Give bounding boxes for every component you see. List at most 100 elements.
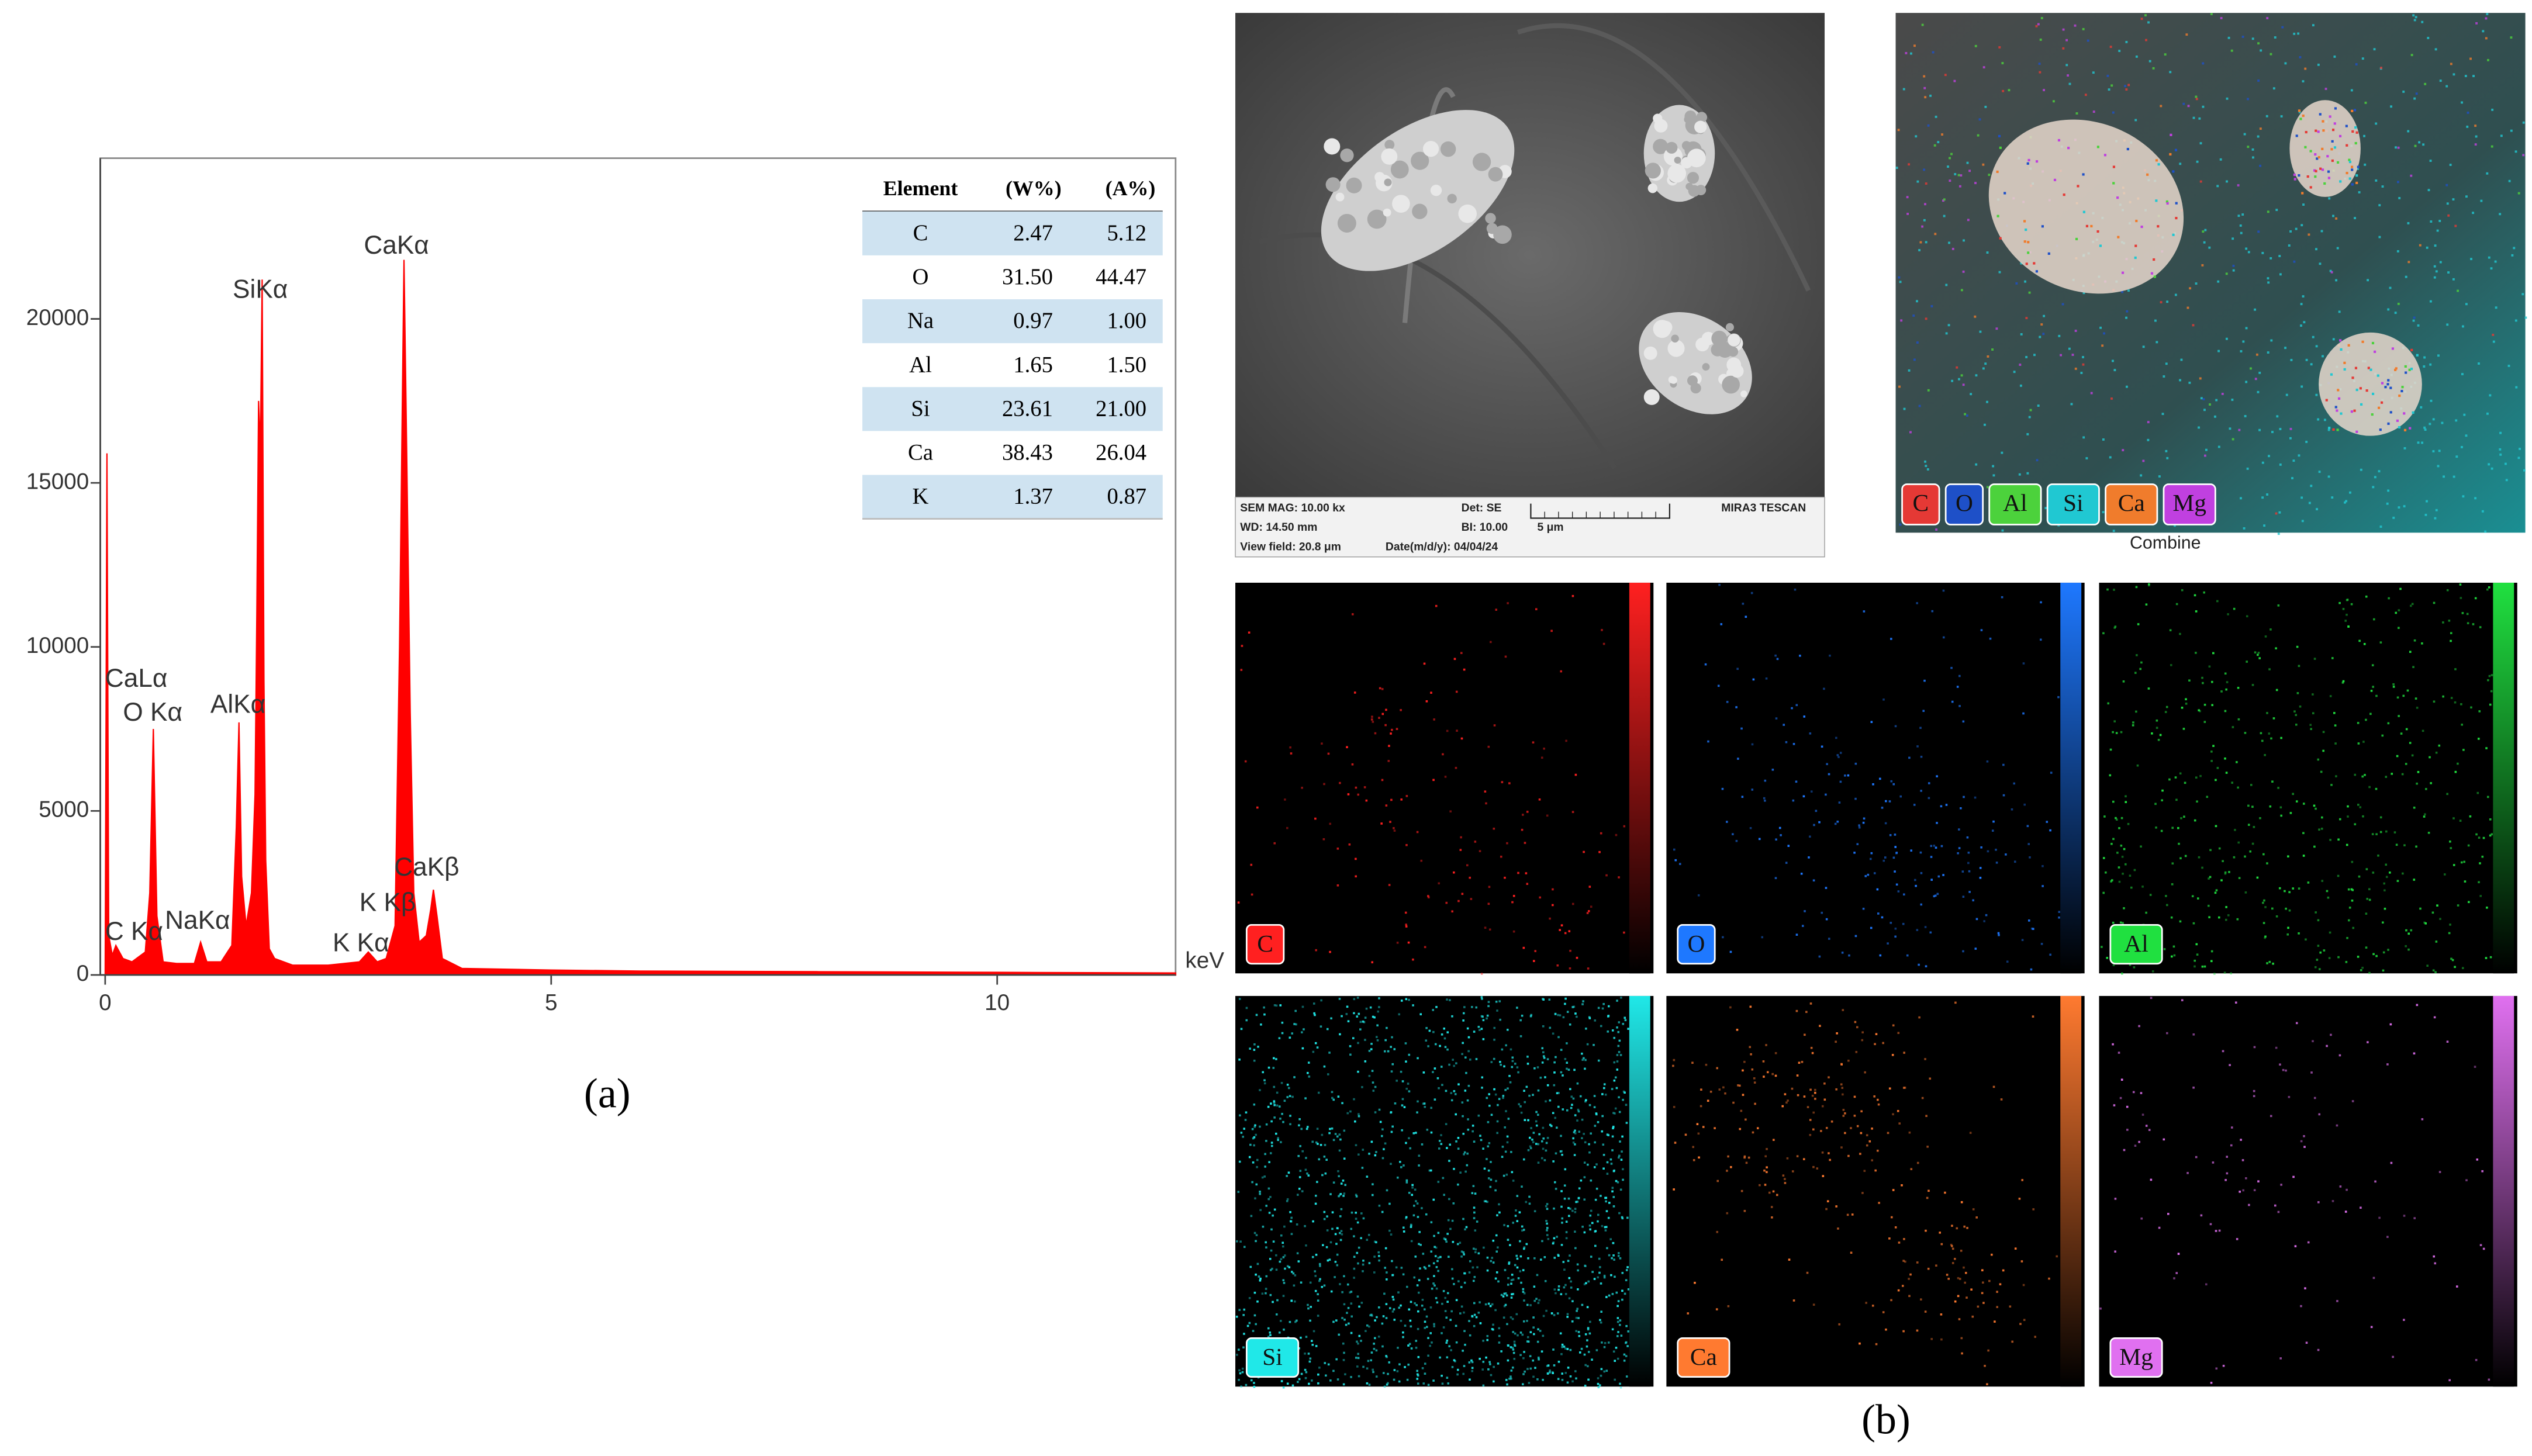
map-dot bbox=[1930, 845, 1933, 848]
map-dot bbox=[1584, 1059, 1587, 1061]
map-dot bbox=[1572, 1137, 1574, 1140]
combine-dot bbox=[2439, 79, 2442, 82]
map-dot bbox=[1844, 1132, 1846, 1135]
map-dot bbox=[1453, 658, 1456, 660]
map-dot bbox=[2233, 856, 2236, 859]
combine-dot bbox=[2298, 174, 2300, 177]
map-dot bbox=[1330, 1017, 1332, 1020]
map-dot bbox=[1875, 1343, 1878, 1346]
map-dot bbox=[1940, 805, 1943, 808]
map-dot bbox=[2339, 1185, 2342, 1188]
map-dot bbox=[1597, 1386, 1600, 1389]
combine-dot bbox=[2085, 457, 2088, 459]
map-dot bbox=[2192, 1033, 2195, 1036]
combine-dot bbox=[2187, 105, 2190, 108]
colorbar bbox=[2493, 995, 2514, 1387]
map-dot bbox=[1358, 1334, 1361, 1337]
map-dot bbox=[1613, 1258, 1615, 1261]
map-dot bbox=[2489, 703, 2492, 706]
map-dot bbox=[2398, 627, 2400, 630]
map-dot bbox=[1253, 1136, 1256, 1139]
map-dot bbox=[1969, 1132, 1972, 1134]
map-dot bbox=[1281, 1241, 1284, 1244]
map-dot bbox=[2247, 824, 2250, 826]
map-dot bbox=[1958, 1318, 1961, 1320]
map-dot bbox=[1860, 1110, 1863, 1113]
map-dot bbox=[1766, 1071, 1769, 1074]
combine-dot bbox=[1960, 174, 1963, 177]
map-dot bbox=[1799, 655, 1801, 657]
combine-dot bbox=[2452, 73, 2455, 76]
map-dot bbox=[1400, 1166, 1403, 1168]
combine-dot bbox=[2267, 277, 2270, 280]
map-dot bbox=[2379, 816, 2382, 819]
combine-dot bbox=[2293, 32, 2296, 35]
map-dot bbox=[1401, 1104, 1404, 1106]
combine-dot bbox=[2357, 168, 2359, 170]
map-dot bbox=[2416, 782, 2418, 785]
map-dot bbox=[2115, 732, 2118, 734]
combine-dot bbox=[2474, 497, 2477, 500]
map-dot bbox=[2424, 922, 2427, 925]
map-dot bbox=[1509, 1377, 1512, 1380]
map-dot bbox=[1307, 1307, 1310, 1310]
map-dot bbox=[1467, 1128, 1470, 1131]
map-dot bbox=[1537, 1356, 1540, 1359]
map-dot bbox=[2030, 927, 2033, 930]
map-dot bbox=[1529, 1304, 1532, 1306]
sem-grain bbox=[1701, 331, 1715, 345]
map-dot bbox=[1373, 1271, 1376, 1274]
map-dot bbox=[1828, 773, 1830, 776]
map-dot bbox=[1464, 1228, 1466, 1231]
map-dot bbox=[1538, 1133, 1540, 1136]
combine-dot bbox=[2203, 241, 2206, 244]
combine-dot bbox=[2380, 401, 2384, 404]
map-dot bbox=[1362, 1270, 1364, 1272]
map-dot bbox=[1595, 1349, 1598, 1351]
combine-dot bbox=[1986, 486, 1989, 489]
map-dot bbox=[1400, 709, 1402, 711]
map-dot bbox=[1377, 1010, 1380, 1013]
map-dot bbox=[1612, 1127, 1614, 1130]
combine-dot bbox=[2430, 220, 2433, 223]
map-dot bbox=[2457, 762, 2459, 765]
map-dot bbox=[1487, 1169, 1490, 1172]
map-dot bbox=[1378, 1006, 1380, 1008]
combine-dot bbox=[2214, 415, 2216, 418]
map-dot bbox=[2294, 1245, 2297, 1247]
map-dot bbox=[1348, 1322, 1350, 1325]
combine-dot bbox=[2170, 133, 2172, 136]
combine-dot bbox=[2027, 251, 2030, 254]
map-dot bbox=[1595, 1187, 1598, 1190]
map-dot bbox=[2022, 1284, 2025, 1286]
map-dot bbox=[2002, 794, 2005, 797]
combine-dot bbox=[2033, 262, 2036, 265]
map-dot bbox=[1565, 1231, 1568, 1233]
map-dot bbox=[1560, 1293, 1563, 1295]
map-dot bbox=[2136, 654, 2138, 656]
map-dot bbox=[1528, 1195, 1531, 1198]
map-dot bbox=[2295, 800, 2298, 803]
map-dot bbox=[1616, 1335, 1619, 1337]
map-dot bbox=[2192, 1086, 2195, 1089]
map-dot bbox=[1386, 1355, 1388, 1358]
map-dot bbox=[1687, 1312, 1690, 1315]
map-dot bbox=[2412, 666, 2414, 668]
map-dot bbox=[1353, 1098, 1355, 1101]
map-dot bbox=[2196, 800, 2198, 803]
map-dot bbox=[1606, 1247, 1608, 1250]
map-dot bbox=[2113, 720, 2116, 722]
combine-dot bbox=[2082, 27, 2085, 30]
map-dot bbox=[1239, 1372, 1242, 1375]
map-dot bbox=[1248, 1322, 1251, 1324]
map-dot bbox=[1716, 1067, 1718, 1070]
map-dot bbox=[1425, 1315, 1428, 1318]
map-dot bbox=[2371, 833, 2374, 835]
map-dot bbox=[1487, 1302, 1490, 1305]
map-dot bbox=[1901, 1285, 1904, 1287]
map-dot bbox=[2165, 895, 2167, 897]
map-dot bbox=[2130, 886, 2133, 889]
map-dot bbox=[1331, 1211, 1334, 1213]
map-dot bbox=[1564, 1284, 1567, 1286]
combine-dot bbox=[2387, 489, 2390, 492]
